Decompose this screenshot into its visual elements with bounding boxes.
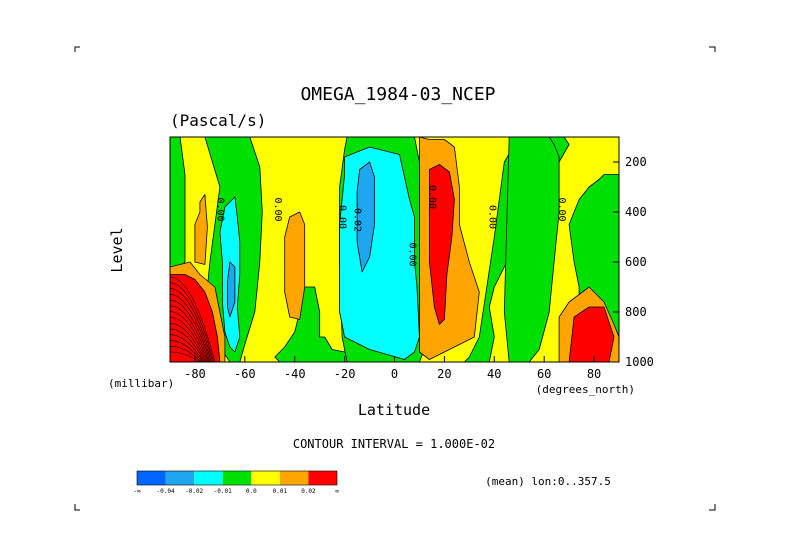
contour-region-1 (170, 137, 186, 275)
polar-contour-line (170, 334, 204, 362)
contour-label: 0.00 (407, 242, 418, 266)
y-tick-label: 800 (625, 305, 647, 319)
corner-mark-bottom-right (709, 504, 716, 511)
polar-contour-line (170, 345, 202, 362)
colorbar-swatch (308, 471, 337, 485)
y-tick-label: 1000 (625, 355, 654, 369)
x-tick-label: 0 (391, 367, 398, 381)
polar-contour-line (170, 317, 208, 362)
x-tick-label: -60 (234, 367, 256, 381)
contour-region-6 (503, 137, 560, 362)
corner-mark-top-left (74, 46, 80, 52)
corner-marks (74, 46, 716, 511)
contour-label: 0.00 (337, 205, 348, 229)
polar-contour-line (170, 288, 213, 362)
x-tick-label: -20 (334, 367, 356, 381)
colorbar: -∞ -0.04 -0.02 -0.01 0.0 0.01 0.02 ∞ (133, 470, 339, 495)
x-tick-label: -80 (184, 367, 206, 381)
units-label: (Pascal/s) (170, 111, 266, 130)
polar-contour-line (170, 299, 211, 362)
colorbar-swatch (279, 471, 309, 485)
y-units-label: (millibar) (108, 377, 174, 390)
contour-region-14 (194, 194, 208, 265)
x-tick-label: 20 (437, 367, 451, 381)
colorbar-swatch (222, 471, 252, 485)
colorbar-label: -0.01 (214, 488, 232, 495)
contour-label: 0.00 (426, 185, 437, 209)
x-tick-label: 40 (487, 367, 501, 381)
polar-contour-line (170, 322, 206, 362)
contour-label: 0.00 (556, 197, 567, 221)
y-axis: 200 400 600 800 1000 (613, 155, 654, 369)
polar-contour-line (170, 328, 205, 362)
colorbar-label: -0.04 (157, 488, 175, 495)
contour-region-11 (226, 261, 236, 318)
x-tick-label: 80 (587, 367, 601, 381)
colorbar-label: -∞ (133, 488, 141, 495)
contour-region-17 (428, 164, 455, 325)
plot-area: 0.00 0.00 0.00 -0.02 0.00 0.00 0.00 0.00 (170, 137, 619, 362)
x-axis: -80 -60 -40 -20 0 20 40 60 80 (184, 356, 601, 381)
y-tick-label: 600 (625, 255, 647, 269)
corner-mark-top-right (709, 46, 716, 52)
x-axis-label: Latitude (358, 401, 430, 419)
contour-region-10 (356, 161, 375, 273)
colorbar-label: 0.0 (246, 488, 257, 495)
polar-contour-line (170, 276, 216, 362)
y-axis-label: Level (108, 227, 126, 272)
contour-region-13 (284, 211, 306, 320)
mean-longitude-annotation: (mean) lon:0..357.5 (485, 475, 611, 488)
colorbar-swatch (137, 471, 166, 485)
x-units-label: (degrees_north) (536, 383, 635, 396)
corner-mark-bottom-left (74, 504, 80, 511)
polar-contour-line (170, 340, 203, 362)
colorbar-label: 0.02 (301, 488, 316, 495)
polar-contour-line (170, 351, 201, 362)
polar-contour-line (170, 282, 215, 362)
chart-title: OMEGA_1984-03_NCEP (300, 84, 495, 105)
contour-label: 0.00 (214, 197, 225, 221)
contour-interval-text: CONTOUR INTERVAL = 1.000E-02 (293, 437, 495, 451)
contour-region-18 (568, 306, 615, 362)
contour-region-3 (274, 286, 351, 362)
polar-contour-line (170, 305, 210, 362)
y-tick-label: 400 (625, 205, 647, 219)
x-tick-label: -40 (284, 367, 306, 381)
contour-label: -0.02 (352, 202, 363, 232)
y-tick-label: 200 (625, 155, 647, 169)
polar-contour-line (170, 311, 209, 362)
colorbar-swatch (165, 471, 195, 485)
colorbar-label: ∞ (335, 488, 339, 495)
colorbar-label: -0.02 (185, 488, 203, 495)
polar-contour-line (170, 294, 212, 362)
contour-label: 0.00 (272, 197, 283, 221)
x-tick-label: 60 (537, 367, 551, 381)
contour-label: 0.00 (486, 205, 497, 229)
colorbar-frame (136, 470, 338, 486)
colorbar-swatch (194, 471, 223, 485)
colorbar-swatch (251, 471, 280, 485)
colorbar-label: 0.01 (273, 488, 288, 495)
